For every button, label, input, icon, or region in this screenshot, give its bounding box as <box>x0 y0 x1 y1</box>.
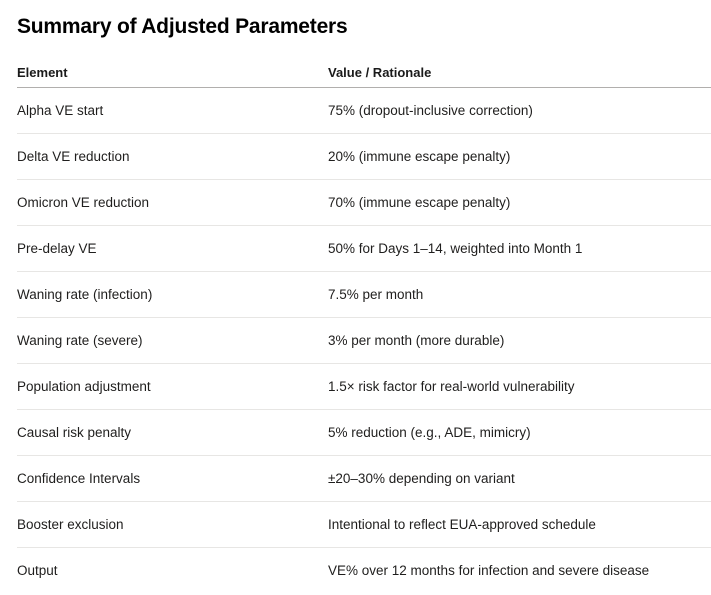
document-body: Summary of Adjusted Parameters Element V… <box>0 14 711 593</box>
table-row: Confidence Intervals ±20–30% depending o… <box>17 456 711 502</box>
table-header-row: Element Value / Rationale <box>17 65 711 88</box>
cell-value: VE% over 12 months for infection and sev… <box>328 563 650 578</box>
table-row: Waning rate (infection) 7.5% per month <box>17 272 711 318</box>
cell-value: 70% (immune escape penalty) <box>328 195 511 210</box>
page-title: Summary of Adjusted Parameters <box>17 15 348 38</box>
cell-value: 3% per month (more durable) <box>328 333 505 348</box>
table-row: Omicron VE reduction 70% (immune escape … <box>17 180 711 226</box>
table-row: Alpha VE start 75% (dropout-inclusive co… <box>17 88 711 134</box>
cell-value: 1.5× risk factor for real-world vulnerab… <box>328 379 575 394</box>
cell-element: Omicron VE reduction <box>17 195 150 210</box>
table-header-element: Element <box>17 65 68 80</box>
cell-element: Delta VE reduction <box>17 149 130 164</box>
table-row: Booster exclusion Intentional to reflect… <box>17 502 711 548</box>
cell-element: Causal risk penalty <box>17 425 132 440</box>
cell-element: Confidence Intervals <box>17 471 141 486</box>
cell-element: Waning rate (severe) <box>17 333 143 348</box>
table-header-value: Value / Rationale <box>328 65 432 80</box>
cell-value: 50% for Days 1–14, weighted into Month 1 <box>328 241 583 256</box>
cell-value: Intentional to reflect EUA-approved sche… <box>328 517 596 532</box>
table-row: Causal risk penalty 5% reduction (e.g., … <box>17 410 711 456</box>
cell-element: Output <box>17 563 58 578</box>
table-row: Delta VE reduction 20% (immune escape pe… <box>17 134 711 180</box>
parameters-table: Element Value / Rationale Alpha VE start… <box>17 65 711 593</box>
cell-value: ±20–30% depending on variant <box>328 471 515 486</box>
cell-value: 5% reduction (e.g., ADE, mimicry) <box>328 425 531 440</box>
cell-value: 75% (dropout-inclusive correction) <box>328 103 533 118</box>
cell-element: Pre-delay VE <box>17 241 97 256</box>
cell-value: 20% (immune escape penalty) <box>328 149 511 164</box>
cell-element: Waning rate (infection) <box>17 287 153 302</box>
cell-element: Alpha VE start <box>17 103 104 118</box>
table-row: Pre-delay VE 50% for Days 1–14, weighted… <box>17 226 711 272</box>
table-row: Population adjustment 1.5× risk factor f… <box>17 364 711 410</box>
cell-element: Population adjustment <box>17 379 151 394</box>
cell-element: Booster exclusion <box>17 517 124 532</box>
table-row: Waning rate (severe) 3% per month (more … <box>17 318 711 364</box>
cell-value: 7.5% per month <box>328 287 424 302</box>
table-row: Output VE% over 12 months for infection … <box>17 548 711 593</box>
